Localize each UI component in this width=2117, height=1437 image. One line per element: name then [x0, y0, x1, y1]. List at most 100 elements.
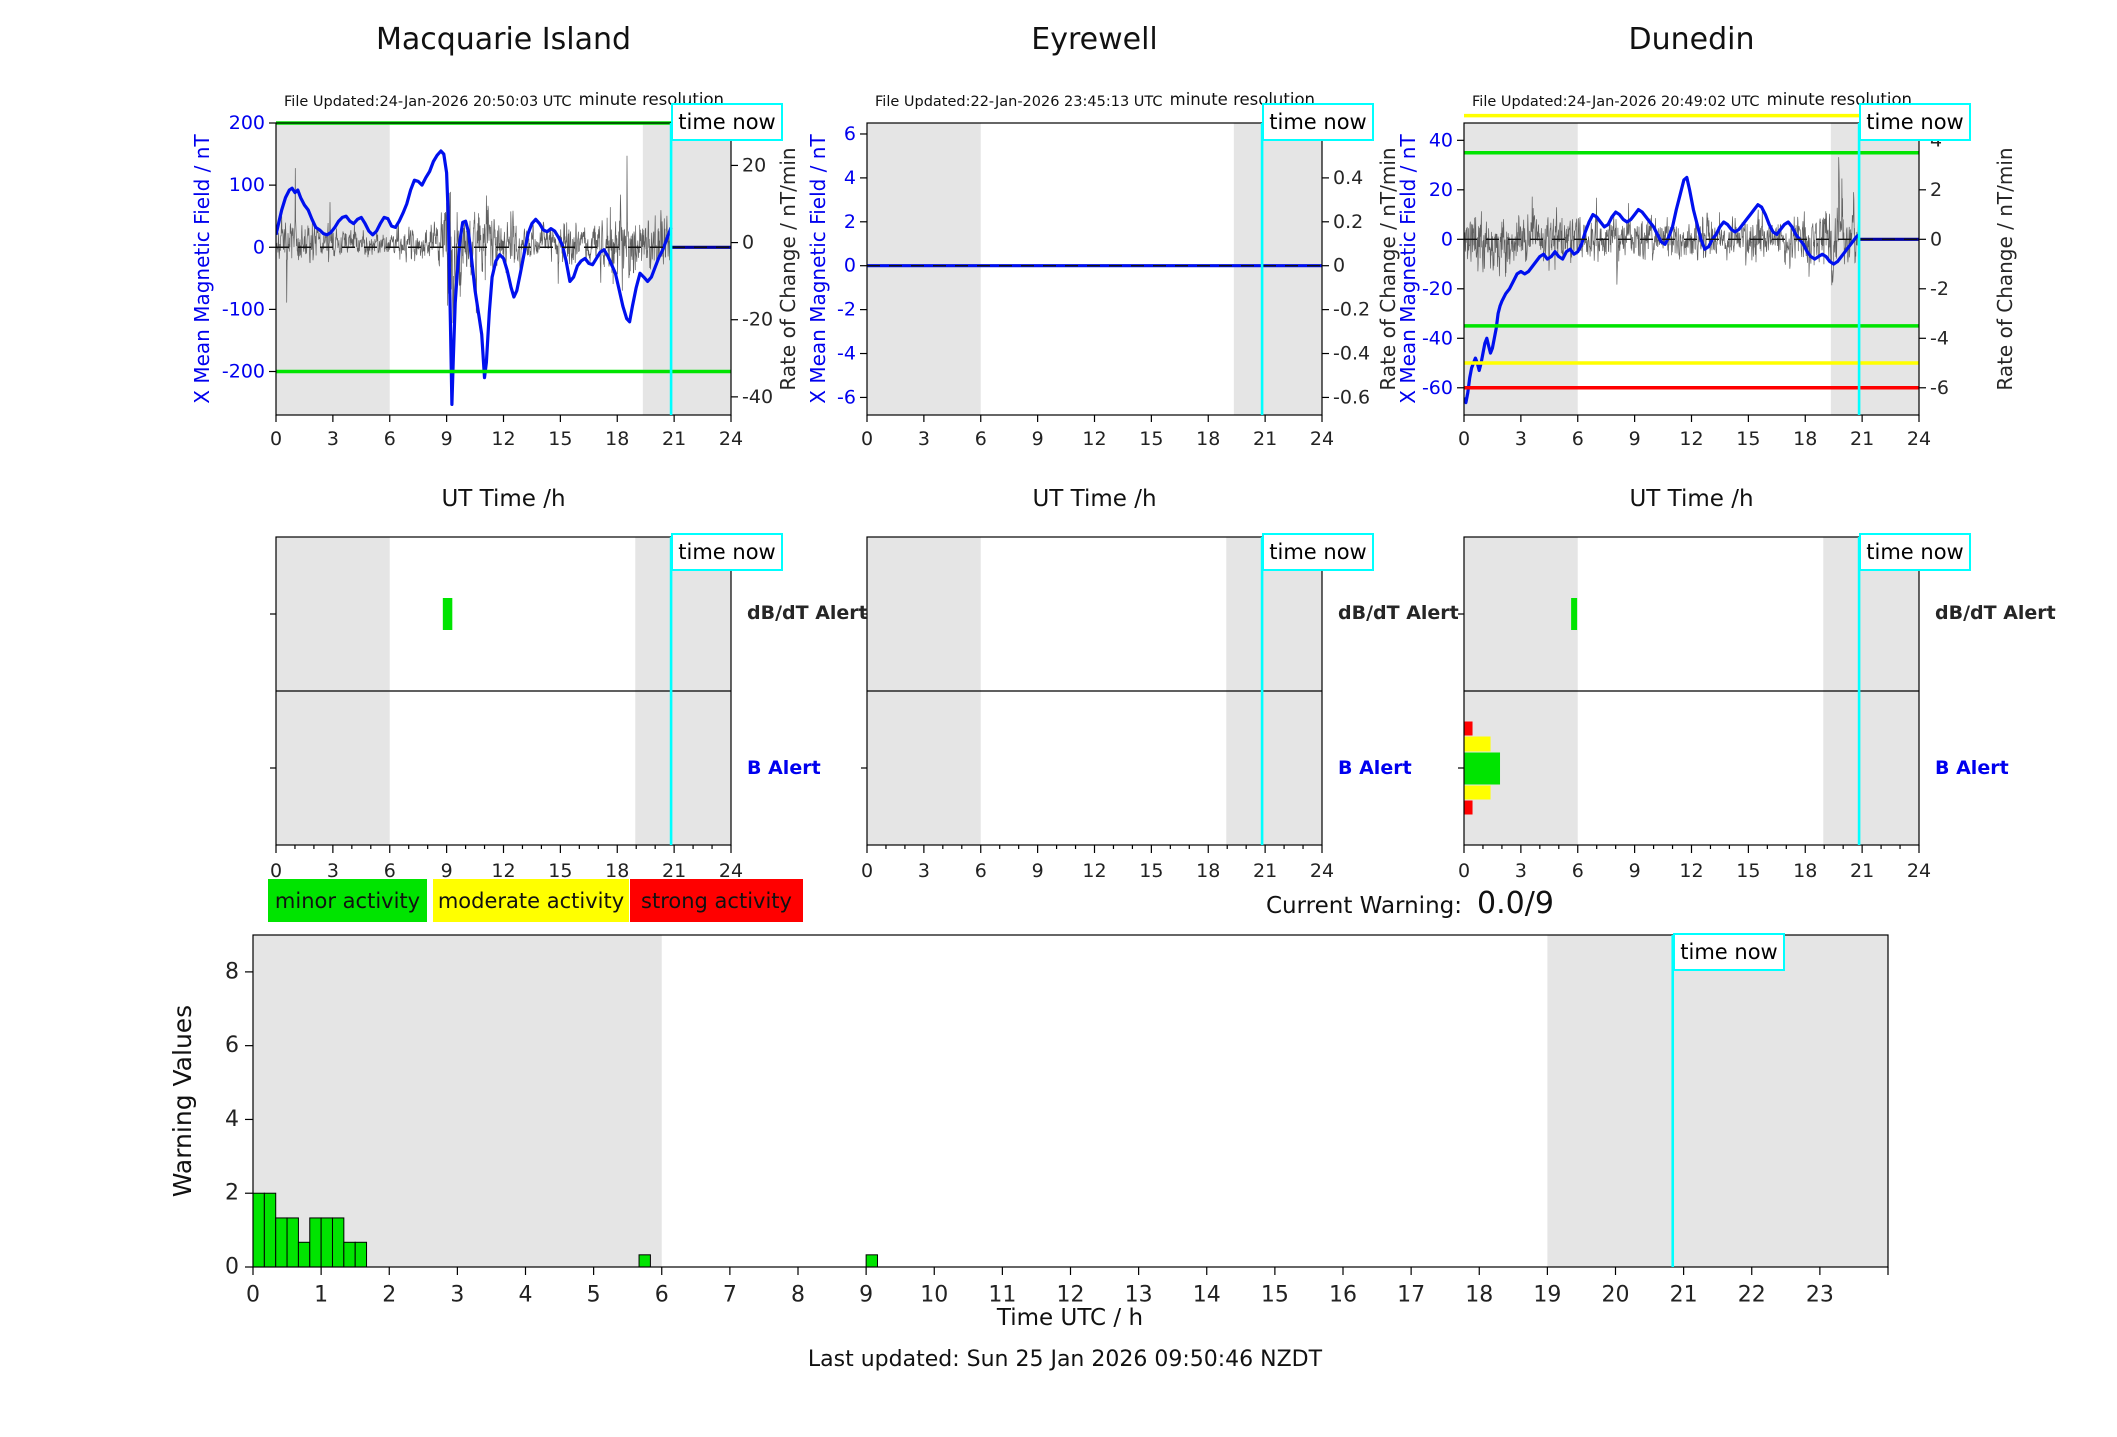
- b-alert-label-2: B Alert: [1338, 757, 1412, 779]
- left-axis-label-2: X Mean Magnetic Field / nT: [806, 134, 830, 404]
- svg-text:-40: -40: [742, 386, 773, 408]
- svg-text:6: 6: [975, 860, 987, 882]
- svg-text:16: 16: [1329, 1283, 1357, 1308]
- station-title-dunedin: Dunedin: [1628, 22, 1755, 57]
- current-warning-label: Current Warning:: [1265, 893, 1462, 919]
- svg-text:-2: -2: [837, 299, 856, 321]
- svg-text:12: 12: [491, 860, 515, 882]
- time-utc-axis-label: Time UTC / h: [996, 1305, 1144, 1331]
- macquarie-island-alert-panel: 0 3 6 9 12 15 18 21 24: [270, 536, 743, 882]
- svg-text:0: 0: [1458, 428, 1470, 450]
- svg-text:12: 12: [1082, 428, 1106, 450]
- svg-text:0: 0: [270, 428, 282, 450]
- svg-text:-0.2: -0.2: [1333, 299, 1370, 321]
- svg-text:18: 18: [1793, 428, 1817, 450]
- svg-text:-4: -4: [1930, 327, 1949, 349]
- svg-text:21: 21: [1253, 860, 1277, 882]
- svg-text:0: 0: [861, 428, 873, 450]
- svg-text:12: 12: [1082, 860, 1106, 882]
- svg-text:100: 100: [229, 174, 265, 196]
- svg-text:18: 18: [605, 860, 629, 882]
- svg-text:2: 2: [1930, 179, 1942, 201]
- svg-text:15: 15: [548, 860, 572, 882]
- svg-text:0: 0: [1441, 228, 1453, 250]
- svg-text:0.4: 0.4: [1333, 167, 1363, 189]
- legend-moderate-activity: moderate activity: [433, 879, 629, 922]
- svg-text:3: 3: [327, 860, 339, 882]
- svg-text:13: 13: [1125, 1283, 1153, 1308]
- svg-text:2: 2: [844, 211, 856, 233]
- svg-text:24: 24: [1907, 428, 1931, 450]
- svg-text:9: 9: [1032, 860, 1044, 882]
- svg-text:15: 15: [1261, 1283, 1289, 1308]
- svg-text:9: 9: [1629, 428, 1641, 450]
- svg-text:4: 4: [225, 1107, 239, 1132]
- x-axis-label-1: UT Time /h: [441, 486, 566, 512]
- svg-text:3: 3: [1515, 860, 1527, 882]
- warning-values-chart: 0 1 2 3 4 5 6 7 8 9 10 11 12 13 14 15 16 17 18 19 20 21 22 2302…: [225, 934, 1889, 1308]
- svg-text:3: 3: [918, 428, 930, 450]
- eyrewell-alert-panel: 0 3 6 9 12 15 18 21 24: [861, 536, 1334, 882]
- dbdt-alert-label-1: dB/dT Alert: [747, 602, 868, 624]
- svg-text:18: 18: [1793, 860, 1817, 882]
- svg-text:0: 0: [742, 232, 754, 254]
- svg-text:0: 0: [225, 1255, 239, 1280]
- svg-text:21: 21: [1850, 428, 1874, 450]
- svg-text:9: 9: [441, 860, 453, 882]
- time-now-box-alert-3: time now: [1859, 533, 1971, 571]
- right-axis-label-3: Rate of Change / nT/min: [1993, 147, 2017, 391]
- svg-text:15: 15: [548, 428, 572, 450]
- eyrewell-plot: 036912151821246420-2-4-60.60.40.20-0.2-0…: [837, 122, 1370, 450]
- svg-text:12: 12: [491, 428, 515, 450]
- svg-text:23: 23: [1806, 1283, 1834, 1308]
- svg-text:6: 6: [655, 1283, 669, 1308]
- svg-text:9: 9: [859, 1283, 873, 1308]
- svg-text:21: 21: [1670, 1283, 1698, 1308]
- svg-text:40: 40: [1429, 129, 1453, 151]
- svg-text:0: 0: [1930, 228, 1942, 250]
- svg-text:24: 24: [719, 860, 743, 882]
- time-now-box-top-3: time now: [1859, 103, 1971, 141]
- time-now-box-alert-1: time now: [671, 533, 783, 571]
- svg-text:18: 18: [1196, 860, 1220, 882]
- svg-text:9: 9: [1629, 860, 1641, 882]
- x-axis-label-2: UT Time /h: [1032, 486, 1157, 512]
- time-now-box-bottom: time now: [1673, 933, 1785, 971]
- svg-text:8: 8: [791, 1283, 805, 1308]
- file-updated-eyrewell: File Updated:22-Jan-2026 23:45:13 UTC: [875, 94, 1163, 110]
- station-title-macquarie-island: Macquarie Island: [375, 22, 632, 57]
- svg-text:4: 4: [519, 1283, 533, 1308]
- svg-text:7: 7: [723, 1283, 737, 1308]
- svg-text:12: 12: [1679, 428, 1703, 450]
- svg-text:8: 8: [225, 959, 239, 984]
- svg-text:14: 14: [1193, 1283, 1221, 1308]
- svg-text:-6: -6: [1930, 377, 1949, 399]
- svg-text:-4: -4: [837, 343, 856, 365]
- svg-text:6: 6: [975, 428, 987, 450]
- svg-text:3: 3: [1515, 428, 1527, 450]
- svg-text:-20: -20: [1422, 278, 1453, 300]
- svg-text:6: 6: [384, 428, 396, 450]
- svg-text:24: 24: [1907, 860, 1931, 882]
- b-alert-label-3: B Alert: [1935, 757, 2009, 779]
- svg-text:20: 20: [1429, 179, 1453, 201]
- right-axis-label-1: Rate of Change / nT/min: [776, 147, 800, 391]
- left-axis-label-3: X Mean Magnetic Field / nT: [1396, 134, 1420, 404]
- svg-text:6: 6: [844, 123, 856, 145]
- svg-text:0: 0: [844, 255, 856, 277]
- left-axis-label-1: X Mean Magnetic Field / nT: [190, 134, 214, 404]
- svg-text:9: 9: [1032, 428, 1044, 450]
- svg-text:200: 200: [229, 112, 265, 134]
- current-warning-value: 0.0/9: [1477, 886, 1554, 921]
- svg-text:11: 11: [988, 1283, 1016, 1308]
- x-axis-label-3: UT Time /h: [1629, 486, 1754, 512]
- svg-text:6: 6: [1572, 860, 1584, 882]
- dunedin-alert-panel: 0 3 6 9 12 15 18 21 24: [1458, 536, 1931, 882]
- svg-text:-200: -200: [222, 361, 265, 383]
- svg-text:-0.4: -0.4: [1333, 343, 1370, 365]
- svg-text:18: 18: [605, 428, 629, 450]
- svg-text:24: 24: [1310, 428, 1334, 450]
- svg-text:15: 15: [1139, 860, 1163, 882]
